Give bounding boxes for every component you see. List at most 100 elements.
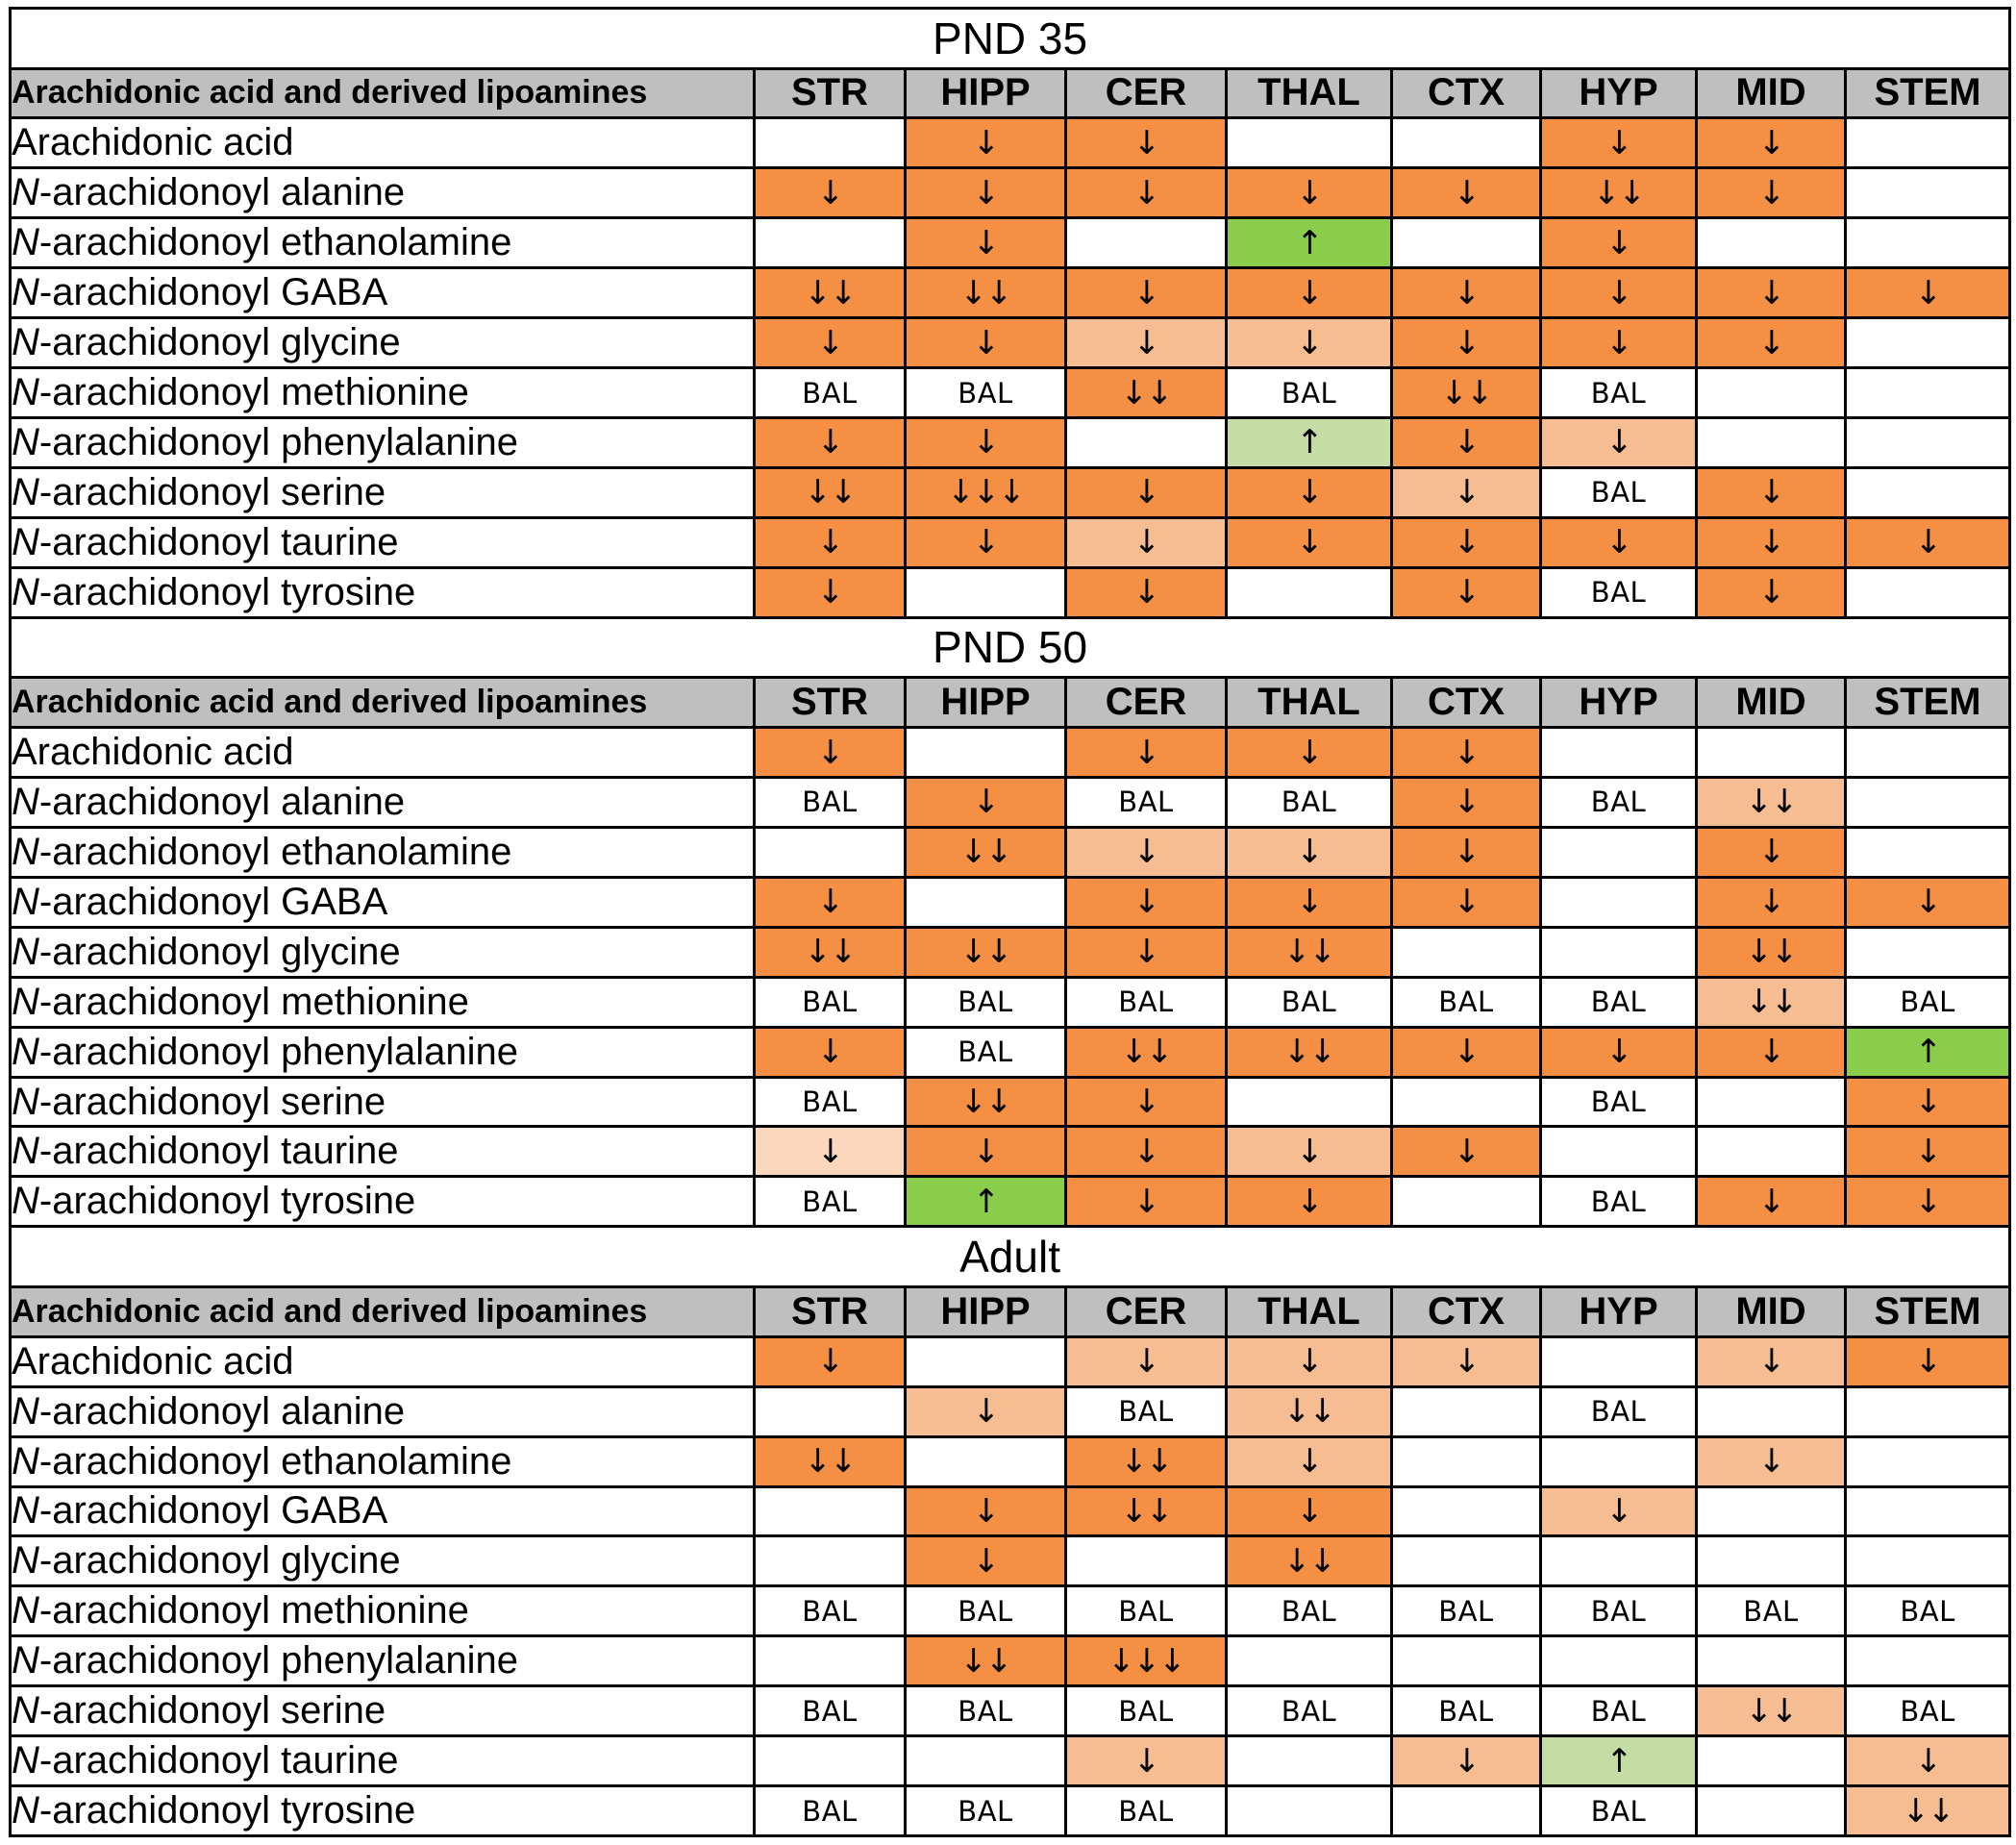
compound-name-text: -arachidonoyl taurine: [38, 1739, 399, 1783]
cell-hipp: [904, 565, 1067, 619]
cell-str: BAL: [753, 1784, 907, 1837]
compound-prefix: N: [12, 1789, 39, 1833]
cell-thal: [1225, 1734, 1393, 1788]
column-header-str: STR: [753, 1284, 907, 1338]
cell-hyp: ↓: [1539, 1484, 1698, 1538]
cell-cer: BAL: [1064, 1784, 1228, 1837]
cell-str: ↓↓: [753, 1434, 907, 1488]
compound-name: N-arachidonoyl phenylalanine: [9, 1025, 756, 1079]
row-header-label: Arachidonic acid and derived lipoamines: [9, 676, 756, 730]
cell-stem: ↓: [1843, 1334, 2012, 1388]
cell-ctx: ↓: [1390, 415, 1542, 469]
compound-name-text: -arachidonoyl glycine: [38, 321, 401, 364]
cell-ctx: [1390, 1075, 1542, 1129]
cell-hyp: [1539, 825, 1698, 879]
cell-ctx: [1390, 1175, 1542, 1229]
compound-name-text: -arachidonoyl GABA: [38, 271, 388, 314]
compound-prefix: N: [12, 880, 39, 923]
cell-stem: ↓: [1843, 266, 2012, 320]
cell-thal: ↑: [1225, 216, 1393, 270]
cell-hipp: ↓↓↓: [904, 465, 1067, 519]
compound-name: N-arachidonoyl alanine: [9, 166, 756, 220]
cell-ctx: ↓: [1390, 515, 1542, 569]
table-row: N-arachidonoyl methionine BAL BAL ↓↓ BAL ↓↓ BA…: [9, 366, 2012, 419]
cell-hipp: BAL: [904, 1584, 1067, 1638]
cell-mid: ↓: [1695, 515, 1847, 569]
cell-str: [753, 216, 907, 270]
cell-ctx: [1390, 1484, 1542, 1538]
cell-mid: ↓: [1695, 875, 1847, 929]
cell-hyp: [1539, 726, 1698, 780]
cell-hipp: ↓: [904, 216, 1067, 270]
cell-cer: ↓: [1064, 316, 1228, 370]
table-row: N-arachidonoyl glycine ↓ ↓↓: [9, 1534, 2012, 1588]
cell-ctx: [1390, 1634, 1542, 1688]
cell-thal: [1225, 565, 1393, 619]
cell-ctx: ↓: [1390, 726, 1542, 780]
cell-str: BAL: [753, 1684, 907, 1738]
section-title: PND 50: [8, 615, 2012, 680]
compound-name-text: -arachidonoyl alanine: [38, 780, 406, 823]
cell-thal: [1225, 1784, 1393, 1837]
compound-name-text: -arachidonoyl phenylalanine: [38, 1639, 519, 1683]
cell-ctx: [1390, 1784, 1542, 1837]
compound-name-text: -arachidonoyl GABA: [38, 880, 388, 923]
cell-thal: ↓↓: [1225, 1534, 1393, 1588]
cell-cer: BAL: [1064, 1384, 1228, 1438]
compound-prefix: N: [12, 321, 39, 364]
cell-cer: BAL: [1064, 1584, 1228, 1638]
compound-prefix: N: [12, 1589, 39, 1633]
cell-hipp: ↓: [904, 1384, 1067, 1438]
cell-hyp: [1539, 1334, 1698, 1388]
cell-stem: [1843, 1484, 2012, 1538]
cell-str: ↓: [753, 166, 907, 220]
compound-prefix: N: [12, 1539, 39, 1583]
compound-name-text: -arachidonoyl tyrosine: [38, 570, 416, 613]
cell-hyp: ↓: [1539, 316, 1698, 370]
cell-str: [753, 1384, 907, 1438]
cell-hipp: ↓↓: [904, 266, 1067, 320]
cell-str: ↓: [753, 515, 907, 569]
column-header-cer: CER: [1064, 1284, 1228, 1338]
compound-name: Arachidonic acid: [9, 726, 756, 780]
cell-str: ↓: [753, 726, 907, 780]
cell-cer: ↓↓↓: [1064, 1634, 1228, 1688]
cell-str: BAL: [753, 1584, 907, 1638]
cell-hipp: ↓: [904, 515, 1067, 569]
cell-mid: ↓↓: [1695, 776, 1847, 829]
compound-name-text: -arachidonoyl taurine: [38, 520, 399, 563]
cell-hipp: BAL: [904, 975, 1067, 1029]
cell-ctx: BAL: [1390, 1684, 1542, 1738]
compound-name: N-arachidonoyl tyrosine: [9, 1175, 756, 1229]
compound-prefix: N: [12, 1739, 39, 1783]
cell-cer: ↓: [1064, 1334, 1228, 1388]
cell-hyp: [1539, 925, 1698, 979]
cell-cer: ↓: [1064, 1125, 1228, 1179]
cell-hipp: BAL: [904, 1784, 1067, 1837]
cell-stem: [1843, 825, 2012, 879]
compound-prefix: N: [12, 1080, 39, 1123]
cell-stem: [1843, 116, 2012, 170]
cell-cer: ↓: [1064, 465, 1228, 519]
cell-stem: ↓: [1843, 1075, 2012, 1129]
cell-cer: BAL: [1064, 776, 1228, 829]
cell-stem: [1843, 1384, 2012, 1438]
cell-stem: [1843, 216, 2012, 270]
compound-prefix: N: [12, 1180, 39, 1223]
cell-hipp: [904, 1434, 1067, 1488]
cell-ctx: ↓: [1390, 565, 1542, 619]
compound-name: N-arachidonoyl GABA: [9, 1484, 756, 1538]
cell-str: [753, 1534, 907, 1588]
table-row: N-arachidonoyl serine BAL ↓↓ ↓ BAL ↓: [9, 1075, 2012, 1129]
compound-name-text: -arachidonoyl alanine: [38, 171, 406, 214]
column-header-row: Arachidonic acid and derived lipoamines S…: [9, 1284, 2012, 1338]
cell-cer: ↓↓: [1064, 1484, 1228, 1538]
cell-ctx: ↓: [1390, 1125, 1542, 1179]
cell-mid: [1695, 415, 1847, 469]
column-header-cer: CER: [1064, 66, 1228, 120]
compound-name-text: Arachidonic acid: [12, 1339, 294, 1383]
cell-thal: BAL: [1225, 1684, 1393, 1738]
column-header-hyp: HYP: [1539, 1284, 1698, 1338]
compound-prefix: N: [12, 1489, 39, 1533]
compound-name: N-arachidonoyl GABA: [9, 266, 756, 320]
